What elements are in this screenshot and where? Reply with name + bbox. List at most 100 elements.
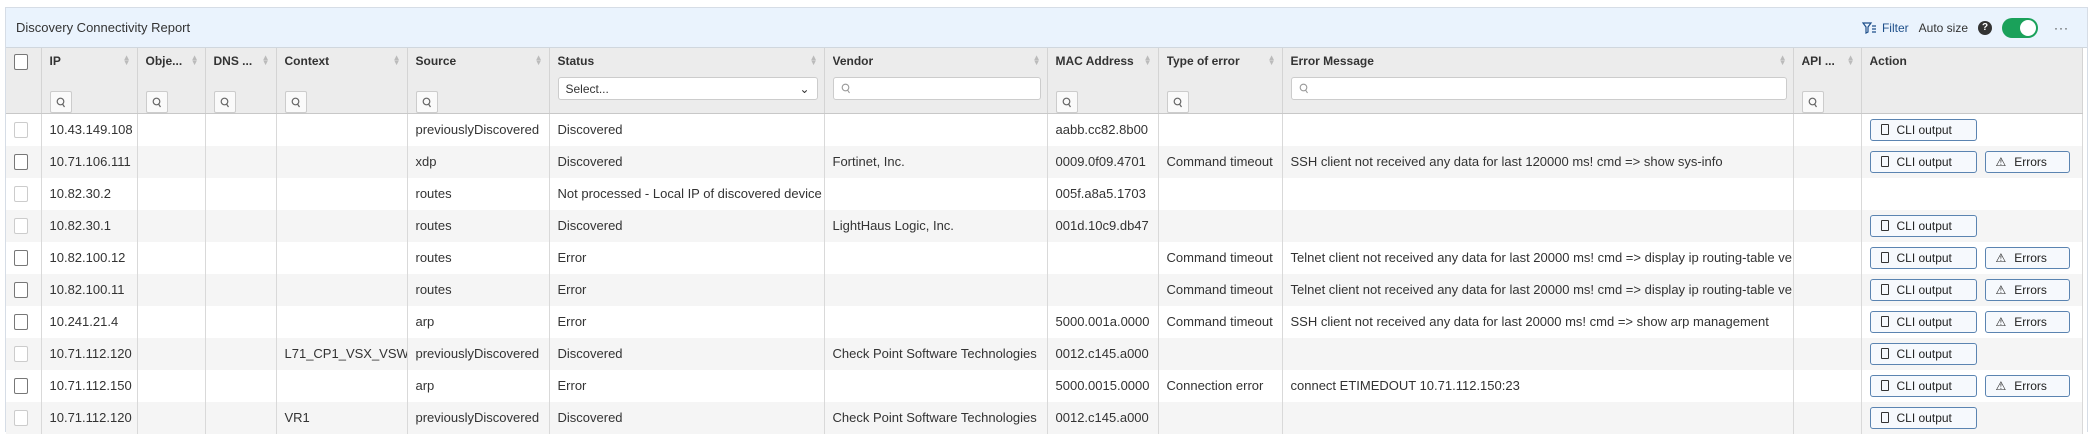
sort-icon[interactable]: ▲ ▼: [122, 53, 131, 67]
cli-output-button[interactable]: CLI output: [1869, 310, 1977, 333]
cell-action: CLI output: [1861, 113, 2083, 146]
cli-output-label: CLI output: [1896, 122, 1952, 137]
cell-source: previouslyDiscovered: [407, 337, 550, 370]
cli-output-button[interactable]: CLI output: [1869, 342, 1977, 365]
sort-icon[interactable]: ▲ ▼: [1143, 53, 1152, 67]
column-header-ip[interactable]: IP ▲ ▼: [41, 48, 138, 114]
column-header-error-message[interactable]: Error Message ▲ ▼: [1282, 48, 1794, 114]
cell-ip: 10.82.30.2: [41, 177, 138, 210]
cli-output-label: CLI output: [1896, 154, 1952, 169]
column-header-vendor[interactable]: Vendor ▲ ▼: [824, 48, 1048, 114]
more-menu-button[interactable]: ···: [2054, 20, 2069, 35]
table-row[interactable]: 10.241.21.4 arp Error 5000.001a.0000 Command…: [6, 305, 2083, 338]
cell-message: SSH client not received any data for las…: [1282, 305, 1794, 338]
cell-source: routes: [407, 209, 550, 242]
column-header-source[interactable]: Source ▲ ▼: [407, 48, 550, 114]
table-row[interactable]: 10.82.30.2 routes Not processed - Local IP…: [6, 177, 2083, 210]
column-header-dns[interactable]: DNS ... ▲ ▼: [205, 48, 277, 114]
column-label: Vendor: [832, 54, 874, 68]
cell-context: [276, 241, 408, 274]
sort-icon[interactable]: ▲ ▼: [261, 53, 270, 67]
cell-action: CLI output ⚠ Errors: [1861, 145, 2083, 178]
column-header-status[interactable]: Status ▲ ▼ Select... ⌄: [549, 48, 825, 114]
cell-message: Telnet client not received any data for …: [1282, 273, 1794, 306]
report-table: IP ▲ ▼ Obje... ▲ ▼ DNS ... ▲ ▼ Context ▲ ▼ Source ▲ ▼ S…: [6, 48, 2083, 434]
cli-output-button[interactable]: CLI output: [1869, 278, 1977, 301]
table-row[interactable]: 10.71.106.111 xdp Discovered Fortinet, Inc.…: [6, 145, 2083, 178]
row-checkbox[interactable]: [14, 409, 28, 426]
cell-obj: [137, 145, 206, 178]
cell-ip: 10.71.112.120: [41, 337, 138, 370]
column-header-api[interactable]: API ... ▲ ▼: [1793, 48, 1862, 114]
errors-label: Errors: [2014, 250, 2047, 265]
sort-icon[interactable]: ▲ ▼: [392, 53, 401, 67]
table-row[interactable]: 10.71.112.150 arp Error 5000.0015.0000 Conne…: [6, 369, 2083, 402]
table-row[interactable]: 10.82.30.1 routes Discovered LightHaus Logi…: [6, 209, 2083, 242]
column-search-button[interactable]: [415, 91, 438, 113]
table-row[interactable]: 10.82.100.11 routes Error Command timeout Te…: [6, 273, 2083, 306]
errors-button[interactable]: ⚠ Errors: [1984, 310, 2070, 333]
help-icon[interactable]: ?: [1978, 20, 1992, 35]
cell-context: [276, 273, 408, 306]
column-search-input[interactable]: [832, 77, 1041, 100]
column-search-button[interactable]: [1055, 91, 1078, 113]
column-header-mac-address[interactable]: MAC Address ▲ ▼: [1047, 48, 1159, 114]
column-search-button[interactable]: [49, 91, 72, 113]
document-icon: [1880, 156, 1889, 167]
cli-output-button[interactable]: CLI output: [1869, 118, 1977, 141]
row-checkbox[interactable]: [14, 153, 28, 170]
row-checkbox[interactable]: [14, 217, 28, 234]
row-checkbox[interactable]: [14, 345, 28, 362]
select-all-checkbox[interactable]: [14, 54, 28, 70]
cli-output-button[interactable]: CLI output: [1869, 214, 1977, 237]
sort-icon[interactable]: ▲ ▼: [1846, 53, 1855, 67]
table-row[interactable]: 10.43.149.108 previouslyDiscovered Discove…: [6, 113, 2083, 146]
cell-source: routes: [407, 273, 550, 306]
document-icon: [1880, 348, 1889, 359]
cell-context: [276, 209, 408, 242]
row-checkbox[interactable]: [14, 377, 28, 394]
table-row[interactable]: 10.82.100.12 routes Error Command timeout Te…: [6, 241, 2083, 274]
row-checkbox[interactable]: [14, 249, 28, 266]
column-search-button[interactable]: [213, 91, 236, 113]
column-search-button[interactable]: [1166, 91, 1189, 113]
cli-output-button[interactable]: CLI output: [1869, 374, 1977, 397]
column-header-action[interactable]: Action: [1861, 48, 2083, 114]
cli-output-button[interactable]: CLI output: [1869, 406, 1977, 429]
errors-button[interactable]: ⚠ Errors: [1984, 374, 2070, 397]
errors-button[interactable]: ⚠ Errors: [1984, 150, 2070, 173]
sort-icon[interactable]: ▲ ▼: [1032, 53, 1041, 67]
cli-output-button[interactable]: CLI output: [1869, 246, 1977, 269]
column-header-type-of-error[interactable]: Type of error ▲ ▼: [1158, 48, 1283, 114]
column-search-button[interactable]: [145, 91, 168, 113]
cell-mac: [1047, 273, 1159, 306]
row-checkbox[interactable]: [14, 281, 28, 298]
errors-button[interactable]: ⚠ Errors: [1984, 278, 2070, 301]
sort-icon[interactable]: ▲ ▼: [1778, 53, 1787, 67]
table-row[interactable]: 10.71.112.120 L71_CP1_VSX_VSW previouslyDi…: [6, 337, 2083, 370]
sort-icon[interactable]: ▲ ▼: [534, 53, 543, 67]
column-header-obje[interactable]: Obje... ▲ ▼: [137, 48, 206, 114]
filter-button[interactable]: Filter: [1861, 21, 1909, 35]
cli-output-button[interactable]: CLI output: [1869, 150, 1977, 173]
cell-action: CLI output: [1861, 209, 2083, 242]
document-icon: [1880, 124, 1889, 136]
column-search-input[interactable]: [1290, 77, 1787, 100]
status-select[interactable]: Select... ⌄: [557, 77, 818, 100]
row-checkbox[interactable]: [14, 313, 28, 330]
errors-button[interactable]: ⚠ Errors: [1984, 246, 2070, 269]
cell-message: [1282, 401, 1794, 434]
cell-message: [1282, 177, 1794, 210]
sort-icon[interactable]: ▲ ▼: [809, 53, 818, 67]
sort-icon[interactable]: ▲ ▼: [1267, 53, 1276, 67]
table-row[interactable]: 10.71.112.120 VR1 previouslyDiscovered Disc…: [6, 401, 2083, 434]
column-header-context[interactable]: Context ▲ ▼: [276, 48, 408, 114]
sort-icon[interactable]: ▲ ▼: [190, 53, 199, 67]
autosize-toggle[interactable]: [2002, 17, 2038, 38]
row-checkbox[interactable]: [14, 122, 28, 139]
column-search-button[interactable]: [1801, 91, 1824, 113]
cell-dns: [205, 305, 277, 338]
row-checkbox[interactable]: [14, 185, 28, 202]
column-search-button[interactable]: [284, 91, 307, 113]
errors-label: Errors: [2014, 154, 2047, 169]
